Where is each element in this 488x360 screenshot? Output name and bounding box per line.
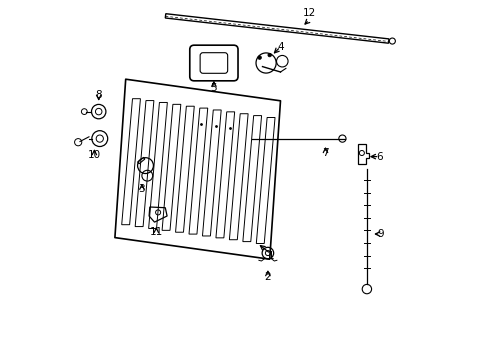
Circle shape: [257, 56, 261, 59]
Text: 12: 12: [302, 8, 315, 18]
Text: 8: 8: [95, 90, 102, 100]
Text: 3: 3: [138, 184, 145, 194]
Text: 4: 4: [277, 42, 283, 52]
Circle shape: [267, 53, 271, 57]
Text: 1: 1: [267, 251, 274, 261]
Text: 6: 6: [375, 152, 382, 162]
Text: 7: 7: [322, 148, 328, 158]
Text: 5: 5: [210, 83, 217, 93]
Text: 10: 10: [88, 150, 101, 160]
Text: 11: 11: [149, 227, 163, 237]
Text: 9: 9: [377, 229, 383, 239]
Text: 2: 2: [264, 272, 271, 282]
